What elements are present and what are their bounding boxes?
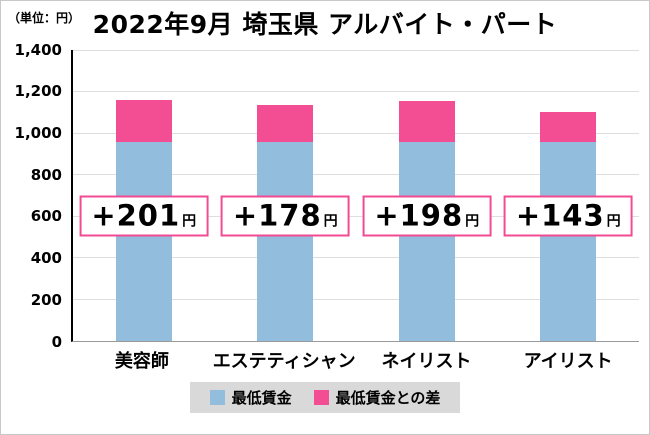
bar-column: +198 円 [356,50,498,341]
difference-value: +198 [374,198,464,233]
bar-column: +143 円 [498,50,640,341]
bar-segment-wage-difference [257,104,314,142]
bar-chart: 1,400 1,200 1,000 800 600 400 200 0 +201 円 +178 円 +… [1,41,649,351]
y-axis: 1,400 1,200 1,000 800 600 400 200 0 [1,41,71,351]
bar-segment-minimum-wage [540,141,597,341]
difference-callout: +178 円 [220,195,350,237]
bar-segment-minimum-wage [257,141,314,341]
stacked-bar [540,112,597,341]
y-tick-label: 800 [30,165,62,184]
legend: 最低賃金 最低賃金との差 [189,381,461,413]
plot-area: +201 円 +178 円 +198 円 +143 円 [71,49,639,342]
bar-column: +178 円 [215,50,357,341]
category-label: 美容師 [114,350,169,372]
chart-title: 2022年9月 埼玉県 アルバイト・パート [92,10,558,39]
bar-columns: +201 円 +178 円 +198 円 +143 円 [73,50,639,341]
y-tick-label: 1,400 [14,40,62,59]
legend-swatch [209,389,225,405]
difference-callout: +143 円 [503,195,633,237]
bar-segment-minimum-wage [398,141,455,341]
legend-label: 最低賃金 [231,388,292,407]
yen-suffix: 円 [465,213,480,230]
bar-segment-wage-difference [398,100,455,142]
stacked-bar [398,100,455,341]
y-tick-label: 400 [30,249,62,268]
gridline [73,257,639,259]
unit-label: （単位：円） [8,11,81,25]
legend-item: 最低賃金 [209,387,292,408]
stacked-bar [257,104,314,341]
gridline [73,215,639,217]
category-label: アイリスト [523,350,613,372]
legend-item: 最低賃金との差 [313,387,441,408]
category-label: ネイリスト [381,350,472,372]
gridlines [73,49,639,341]
bar-segment-minimum-wage [115,141,172,341]
difference-value: +201 [91,198,181,233]
y-tick-label: 0 [51,332,62,351]
gridline [73,298,639,300]
category-label: エステティシャン [212,350,356,372]
legend-label: 最低賃金との差 [335,388,441,407]
bar-column: +201 円 [73,50,215,341]
yen-suffix: 円 [323,213,338,230]
y-tick-label: 600 [30,207,62,226]
difference-callout: +198 円 [362,195,492,237]
gridline [73,132,639,134]
yen-suffix: 円 [606,213,621,230]
difference-callout: +201 円 [79,195,209,237]
y-tick-label: 1,000 [14,123,62,142]
difference-value: +178 [232,198,322,233]
y-tick-label: 200 [30,290,62,309]
legend-swatch [313,389,329,405]
legend-area: 最低賃金 最低賃金との差 [1,381,649,413]
gridline [73,91,639,93]
x-axis-labels: 美容師 エステティシャン ネイリスト アイリスト [71,347,639,373]
gridline [73,174,639,176]
stacked-bar [115,100,172,341]
bar-segment-wage-difference [540,112,597,142]
y-tick-label: 1,200 [14,82,62,101]
yen-suffix: 円 [182,213,197,230]
gridline [73,49,639,51]
difference-value: +143 [515,198,605,233]
bar-segment-wage-difference [115,100,172,142]
